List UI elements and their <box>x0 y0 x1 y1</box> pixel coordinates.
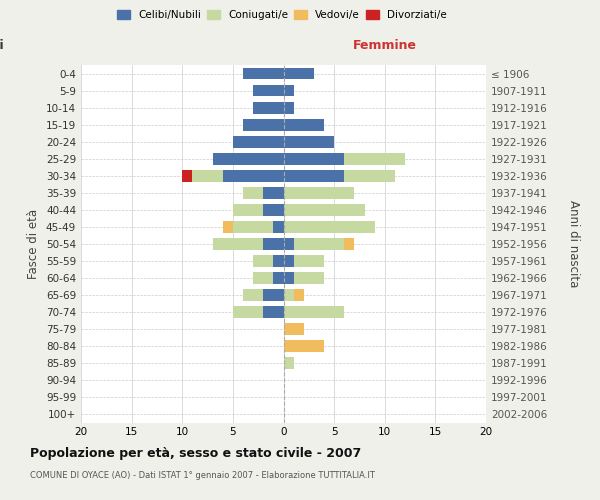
Bar <box>243 289 263 301</box>
Bar <box>344 238 355 250</box>
Bar <box>243 68 284 80</box>
Bar <box>263 238 284 250</box>
Bar <box>284 118 324 130</box>
Bar <box>284 221 374 232</box>
Bar <box>293 255 324 266</box>
Bar <box>263 306 284 318</box>
Bar <box>284 357 293 369</box>
Bar <box>274 221 284 232</box>
Y-axis label: Anni di nascita: Anni di nascita <box>567 200 580 288</box>
Bar <box>344 152 405 164</box>
Text: Popolazione per età, sesso e stato civile - 2007: Popolazione per età, sesso e stato civil… <box>30 448 361 460</box>
Bar <box>223 221 233 232</box>
Legend: Celibi/Nubili, Coniugati/e, Vedovi/e, Divorziati/e: Celibi/Nubili, Coniugati/e, Vedovi/e, Di… <box>115 8 449 22</box>
Bar <box>293 289 304 301</box>
Text: Maschi: Maschi <box>0 40 4 52</box>
Bar <box>233 204 263 216</box>
Bar <box>253 272 274 284</box>
Bar <box>284 84 293 96</box>
Bar <box>284 272 293 284</box>
Bar <box>284 340 324 352</box>
Bar <box>253 255 274 266</box>
Bar <box>263 186 284 198</box>
Bar <box>233 221 274 232</box>
Bar <box>284 255 293 266</box>
Bar <box>253 84 284 96</box>
Text: Femmine: Femmine <box>353 40 417 52</box>
Bar <box>284 136 334 147</box>
Bar <box>293 238 344 250</box>
Bar <box>284 186 355 198</box>
Bar <box>193 170 223 181</box>
Bar <box>253 102 284 114</box>
Text: COMUNE DI OYACE (AO) - Dati ISTAT 1° gennaio 2007 - Elaborazione TUTTITALIA.IT: COMUNE DI OYACE (AO) - Dati ISTAT 1° gen… <box>30 471 375 480</box>
Bar <box>284 238 293 250</box>
Bar <box>243 118 284 130</box>
Bar <box>212 152 284 164</box>
Bar <box>263 204 284 216</box>
Bar <box>344 170 395 181</box>
Bar <box>212 238 263 250</box>
Bar <box>274 272 284 284</box>
Y-axis label: Fasce di età: Fasce di età <box>28 208 40 279</box>
Bar <box>284 306 344 318</box>
Bar <box>182 170 193 181</box>
Bar <box>284 170 344 181</box>
Bar <box>284 289 293 301</box>
Bar <box>243 186 263 198</box>
Bar <box>293 272 324 284</box>
Bar <box>284 68 314 80</box>
Bar <box>284 102 293 114</box>
Bar <box>233 306 263 318</box>
Bar <box>274 255 284 266</box>
Bar <box>263 289 284 301</box>
Bar <box>233 136 284 147</box>
Bar <box>223 170 284 181</box>
Bar <box>284 152 344 164</box>
Bar <box>284 323 304 335</box>
Bar <box>284 204 365 216</box>
